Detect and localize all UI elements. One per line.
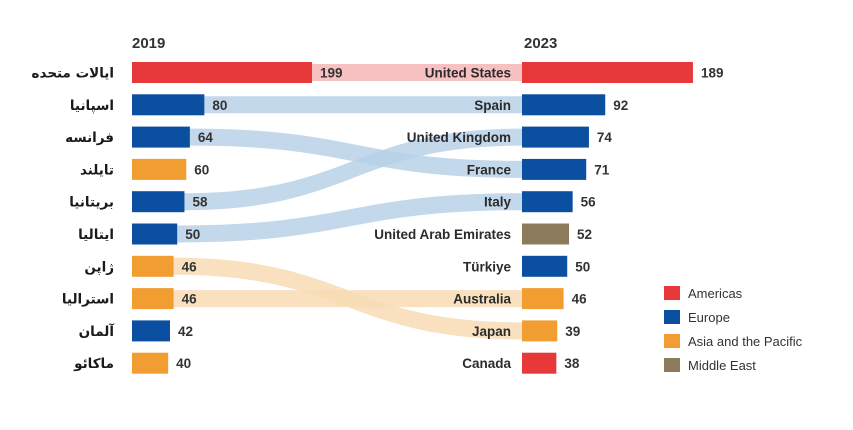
bar-2019-6 bbox=[132, 255, 174, 277]
country-label-2023-4: Italy bbox=[484, 195, 512, 210]
value-2023-5: 52 bbox=[577, 227, 592, 242]
value-2019-9: 40 bbox=[176, 356, 191, 371]
flow-link-6 bbox=[173, 290, 523, 308]
bar-2023-4 bbox=[522, 191, 573, 213]
country-label-2023-8: Japan bbox=[472, 324, 511, 339]
country-label-2023-2: United Kingdom bbox=[407, 130, 511, 145]
value-2019-6: 46 bbox=[182, 259, 198, 274]
flow-link-2 bbox=[189, 128, 522, 178]
country-label-2023-0: United States bbox=[425, 66, 511, 81]
value-2023-0: 189 bbox=[701, 66, 724, 81]
legend: Americas Europe Asia and the Pacific Middle… bbox=[664, 286, 803, 373]
year-2023-label: 2023 bbox=[524, 35, 557, 52]
labels: 199 ایالات متحده 80 اسپانیا 64 فرانسه 60 تایلند… bbox=[32, 66, 724, 373]
legend-swatch-0 bbox=[664, 286, 680, 300]
country-label-2023-5: United Arab Emirates bbox=[374, 227, 511, 242]
bar-2023-8 bbox=[522, 320, 558, 342]
flow-link-4 bbox=[177, 193, 522, 243]
bar-2023-2 bbox=[522, 126, 589, 148]
bar-2023-0 bbox=[522, 62, 693, 83]
value-2019-7: 46 bbox=[182, 292, 198, 307]
country-label-2019-5: ایتالیا bbox=[78, 227, 114, 243]
bar-2019-0 bbox=[132, 62, 312, 83]
country-label-2023-7: Australia bbox=[453, 292, 511, 307]
bar-2019-9 bbox=[132, 352, 169, 374]
flow-link-3 bbox=[184, 128, 522, 211]
bar-2019-7 bbox=[132, 288, 174, 310]
legend-swatch-1 bbox=[664, 310, 680, 324]
legend-swatch-3 bbox=[664, 358, 680, 372]
flow-link-0 bbox=[312, 64, 522, 81]
bar-2023-5 bbox=[522, 223, 570, 245]
value-2019-4: 58 bbox=[192, 195, 208, 210]
value-2023-6: 50 bbox=[575, 259, 590, 274]
country-label-2023-1: Spain bbox=[474, 98, 511, 113]
flow-links bbox=[173, 64, 523, 340]
country-label-2019-3: تایلند bbox=[80, 162, 114, 178]
value-2019-8: 42 bbox=[178, 324, 193, 339]
value-2023-2: 74 bbox=[597, 130, 613, 145]
legend-label-1: Europe bbox=[688, 310, 730, 325]
bar-2019-3 bbox=[132, 158, 187, 180]
country-label-2019-2: فرانسه bbox=[65, 130, 114, 146]
legend-label-0: Americas bbox=[688, 286, 743, 301]
country-label-2023-6: Türkiye bbox=[463, 259, 512, 274]
value-2023-4: 56 bbox=[581, 195, 597, 210]
bar-2019-4 bbox=[132, 191, 185, 213]
value-2019-2: 64 bbox=[198, 130, 214, 145]
legend-swatch-2 bbox=[664, 334, 680, 348]
legend-label-3: Middle East bbox=[688, 358, 756, 373]
value-2023-1: 92 bbox=[613, 98, 628, 113]
bar-2023-7 bbox=[522, 288, 564, 310]
value-2019-3: 60 bbox=[194, 162, 209, 177]
country-label-2019-8: آلمان bbox=[79, 323, 115, 340]
country-label-2019-1: اسپانیا bbox=[70, 98, 114, 114]
bars bbox=[132, 62, 693, 374]
country-label-2019-6: ژاپن bbox=[84, 259, 114, 275]
bar-2019-8 bbox=[132, 320, 170, 342]
value-2019-1: 80 bbox=[212, 98, 227, 113]
value-2023-3: 71 bbox=[594, 162, 610, 177]
country-label-2019-9: ماکائو bbox=[73, 356, 114, 372]
bar-2023-1 bbox=[522, 94, 606, 116]
country-label-2023-9: Canada bbox=[462, 356, 511, 371]
bar-2023-9 bbox=[522, 352, 557, 374]
flow-link-1 bbox=[204, 96, 522, 114]
bar-2019-1 bbox=[132, 94, 205, 116]
country-label-2023-3: France bbox=[467, 162, 512, 177]
value-2023-9: 38 bbox=[564, 356, 580, 371]
value-2023-8: 39 bbox=[565, 324, 580, 339]
year-2019-label: 2019 bbox=[132, 35, 165, 52]
bar-2019-5 bbox=[132, 223, 178, 245]
value-2019-0: 199 bbox=[320, 66, 343, 81]
legend-label-2: Asia and the Pacific bbox=[688, 334, 803, 349]
country-label-2019-7: استرالیا bbox=[62, 292, 114, 308]
bar-2023-6 bbox=[522, 255, 568, 277]
bar-2023-3 bbox=[522, 158, 587, 180]
value-2019-5: 50 bbox=[185, 227, 200, 242]
country-label-2019-4: بریتانیا bbox=[69, 195, 114, 211]
bar-2019-2 bbox=[132, 126, 190, 148]
country-label-2019-0: ایالات متحده bbox=[32, 66, 114, 82]
value-2023-7: 46 bbox=[572, 292, 588, 307]
